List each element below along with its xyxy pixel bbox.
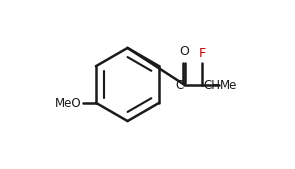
Text: F: F xyxy=(199,47,206,59)
Text: CH: CH xyxy=(203,79,220,92)
Text: C: C xyxy=(175,79,183,92)
Text: MeO: MeO xyxy=(55,97,82,110)
Text: O: O xyxy=(179,45,189,58)
Text: Me: Me xyxy=(220,79,237,92)
